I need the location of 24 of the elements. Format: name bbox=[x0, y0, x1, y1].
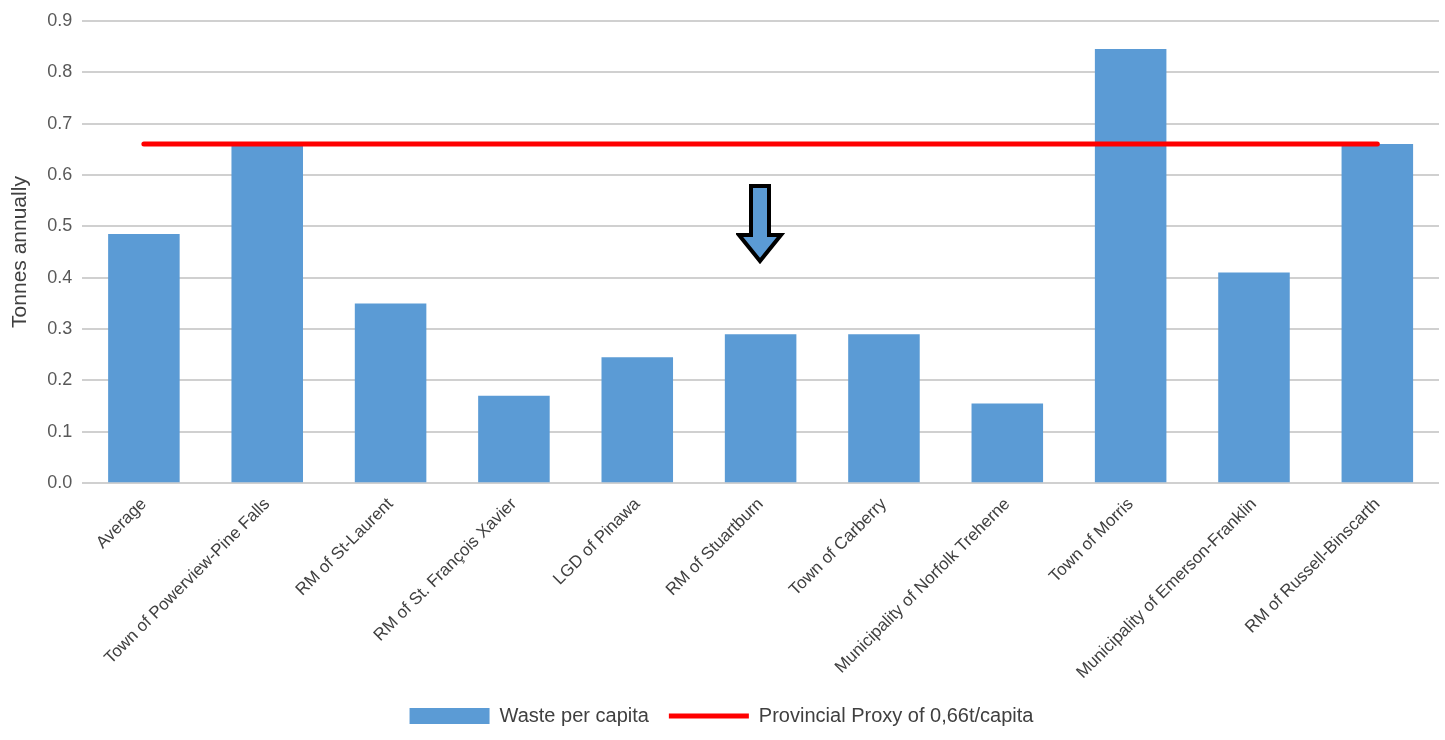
bar bbox=[231, 144, 304, 483]
bar bbox=[724, 334, 797, 483]
legend-label: Provincial Proxy of 0,66t/capita bbox=[758, 703, 1035, 726]
y-tick-label: 0.4 bbox=[47, 266, 73, 287]
bar bbox=[108, 234, 180, 483]
bar bbox=[601, 357, 674, 483]
y-tick-label: 0.7 bbox=[47, 112, 73, 133]
y-tick-label: 0.9 bbox=[47, 9, 73, 30]
y-tick-label: 0.2 bbox=[47, 369, 73, 390]
y-axis-title: Tonnes annually bbox=[7, 175, 31, 328]
bar bbox=[1218, 272, 1290, 483]
y-tick-label: 0.5 bbox=[47, 215, 73, 236]
legend-label: Waste per capita bbox=[499, 703, 650, 726]
y-tick-label: 0.3 bbox=[47, 318, 73, 339]
y-tick-label: 0.1 bbox=[47, 420, 73, 441]
bar bbox=[1094, 49, 1167, 483]
bar bbox=[478, 395, 550, 483]
y-tick-label: 0.8 bbox=[47, 61, 73, 82]
y-tick-label: 0.6 bbox=[47, 163, 73, 184]
y-tick-label: 0.0 bbox=[47, 472, 73, 493]
bar bbox=[354, 303, 427, 483]
bar bbox=[971, 403, 1044, 483]
bar bbox=[848, 334, 920, 483]
bar bbox=[1341, 144, 1414, 483]
